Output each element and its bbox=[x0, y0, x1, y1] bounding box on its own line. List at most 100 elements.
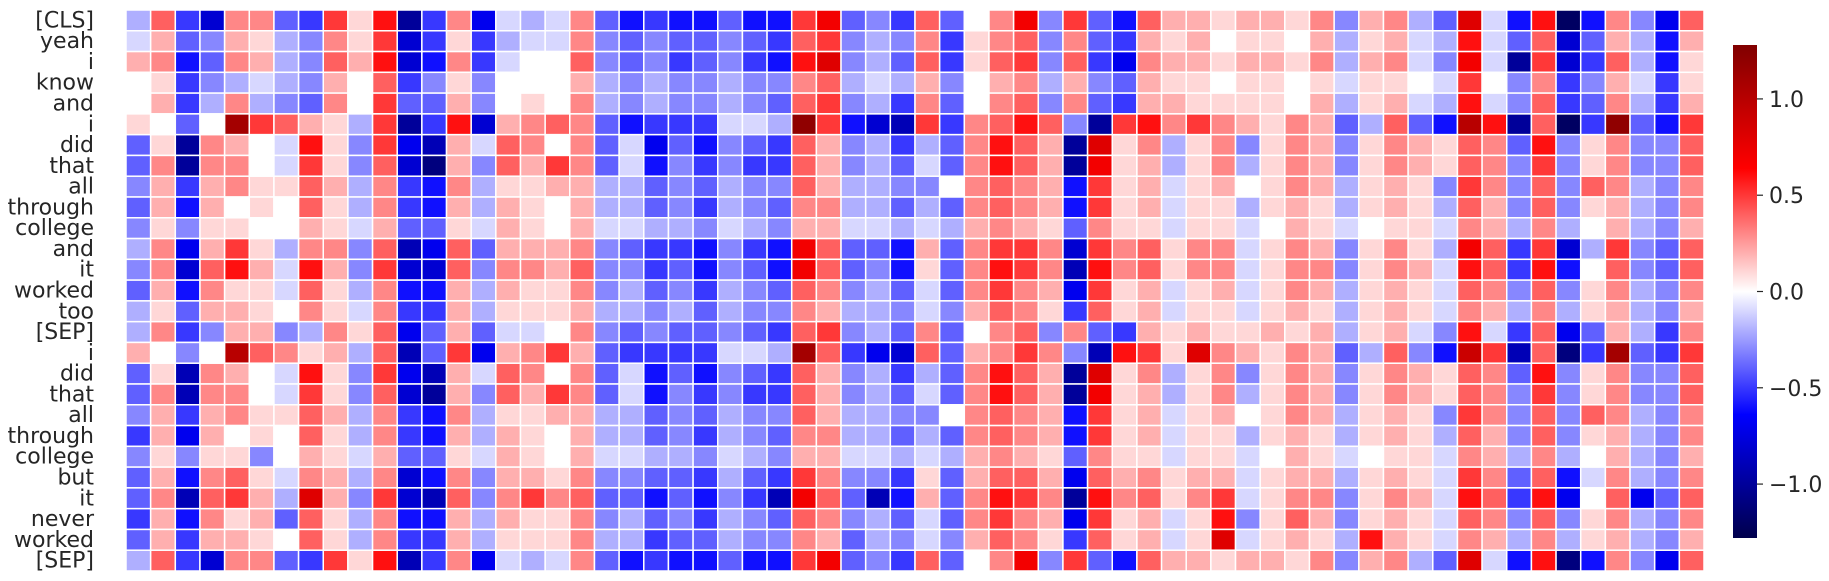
heatmap-cell bbox=[1555, 383, 1582, 406]
heatmap-cell bbox=[174, 404, 201, 427]
heatmap-cell bbox=[840, 237, 867, 261]
heatmap-cell bbox=[1530, 133, 1557, 157]
heatmap-cell bbox=[174, 424, 201, 448]
heatmap-cell bbox=[297, 466, 324, 489]
heatmap-cell bbox=[421, 404, 448, 427]
heatmap-cell bbox=[864, 320, 892, 344]
heatmap-cell bbox=[766, 487, 793, 510]
heatmap-cell bbox=[297, 154, 324, 177]
heatmap-cell bbox=[766, 528, 793, 551]
heatmap-cell bbox=[1062, 92, 1089, 115]
heatmap-cell bbox=[1456, 404, 1483, 427]
heatmap-cell bbox=[766, 175, 793, 198]
heatmap-cell bbox=[1506, 466, 1533, 489]
heatmap-cell bbox=[790, 487, 818, 510]
heatmap-cell bbox=[519, 466, 546, 489]
heatmap-cell bbox=[1678, 30, 1705, 53]
heatmap-cell bbox=[1160, 383, 1187, 406]
heatmap-cell bbox=[914, 487, 941, 510]
heatmap-cell bbox=[643, 549, 670, 572]
heatmap-cell bbox=[569, 217, 596, 240]
heatmap-cell bbox=[495, 424, 522, 448]
heatmap-cell bbox=[223, 549, 251, 572]
heatmap-cell bbox=[273, 487, 300, 510]
heatmap-cell bbox=[914, 71, 941, 94]
heatmap-cell bbox=[1210, 237, 1237, 261]
heatmap-cell bbox=[864, 424, 892, 448]
heatmap-cell bbox=[1407, 279, 1434, 302]
heatmap-cell bbox=[1111, 424, 1138, 448]
heatmap-cell bbox=[445, 341, 472, 364]
heatmap-cell bbox=[1111, 279, 1138, 302]
heatmap-cell bbox=[1136, 404, 1163, 427]
heatmap-cell bbox=[741, 362, 768, 385]
heatmap-cell bbox=[1629, 175, 1656, 198]
heatmap-cell bbox=[717, 320, 744, 344]
heatmap-cell bbox=[593, 487, 620, 510]
heatmap-cell bbox=[790, 217, 818, 240]
heatmap-cell bbox=[938, 445, 966, 468]
heatmap-cell bbox=[223, 237, 251, 261]
heatmap-cell bbox=[1678, 217, 1705, 240]
heatmap-cell bbox=[1481, 341, 1508, 364]
heatmap-cell bbox=[544, 154, 571, 177]
heatmap-cell bbox=[766, 383, 793, 406]
heatmap-cell bbox=[199, 258, 226, 281]
heatmap-cell bbox=[445, 424, 472, 448]
heatmap-cell bbox=[593, 341, 620, 364]
heatmap-cell bbox=[470, 196, 497, 219]
heatmap-cell bbox=[692, 9, 719, 32]
heatmap-cell bbox=[1160, 9, 1187, 32]
heatmap-cell bbox=[963, 404, 990, 427]
heatmap-cell bbox=[174, 71, 201, 94]
heatmap-cell bbox=[1506, 300, 1533, 323]
heatmap-cell bbox=[1604, 92, 1631, 115]
heatmap-cell bbox=[1604, 487, 1631, 510]
heatmap-cell bbox=[864, 237, 892, 261]
heatmap-cell bbox=[1136, 92, 1163, 115]
heatmap-cell bbox=[1358, 549, 1385, 572]
heatmap-cell bbox=[1111, 404, 1138, 427]
heatmap-cell bbox=[569, 549, 596, 572]
heatmap-cell bbox=[371, 50, 398, 74]
heatmap-cell bbox=[1333, 300, 1360, 323]
heatmap-cell bbox=[914, 404, 941, 427]
heatmap-cell bbox=[1308, 50, 1335, 74]
heatmap-cell bbox=[199, 154, 226, 177]
heatmap-cell bbox=[1604, 175, 1631, 198]
heatmap-cell bbox=[297, 237, 324, 261]
heatmap-cell bbox=[1086, 92, 1113, 115]
heatmap-cell bbox=[495, 258, 522, 281]
heatmap-cell bbox=[1210, 196, 1237, 219]
heatmap-cell bbox=[988, 175, 1015, 198]
heatmap-cell bbox=[963, 237, 990, 261]
heatmap-cell bbox=[790, 383, 818, 406]
heatmap-cell bbox=[643, 487, 670, 510]
heatmap-cell bbox=[1259, 320, 1286, 344]
heatmap-cell bbox=[1629, 237, 1656, 261]
heatmap-cell bbox=[1284, 196, 1311, 219]
heatmap-cell bbox=[1086, 362, 1113, 385]
heatmap-cell bbox=[1456, 30, 1483, 53]
heatmap-cell bbox=[1432, 30, 1459, 53]
heatmap-cell bbox=[790, 196, 818, 219]
heatmap-cell bbox=[1185, 175, 1212, 198]
heatmap-cell bbox=[1432, 217, 1459, 240]
heatmap-cell bbox=[174, 362, 201, 385]
heatmap-cell bbox=[396, 154, 423, 177]
heatmap-cell bbox=[1604, 362, 1631, 385]
heatmap-cell bbox=[766, 9, 793, 32]
heatmap-cell bbox=[149, 258, 177, 281]
heatmap-cell bbox=[1037, 154, 1064, 177]
heatmap-cell bbox=[1160, 487, 1187, 510]
heatmap-cell bbox=[199, 362, 226, 385]
heatmap-cell bbox=[643, 113, 670, 136]
heatmap-cell bbox=[1629, 92, 1656, 115]
heatmap-cell bbox=[347, 528, 374, 551]
heatmap-cell bbox=[1678, 549, 1705, 572]
heatmap-cell bbox=[1629, 217, 1656, 240]
heatmap-cell bbox=[1210, 404, 1237, 427]
heatmap-cell bbox=[889, 9, 916, 32]
heatmap-cell bbox=[1012, 30, 1040, 53]
heatmap-cell bbox=[1284, 154, 1311, 177]
